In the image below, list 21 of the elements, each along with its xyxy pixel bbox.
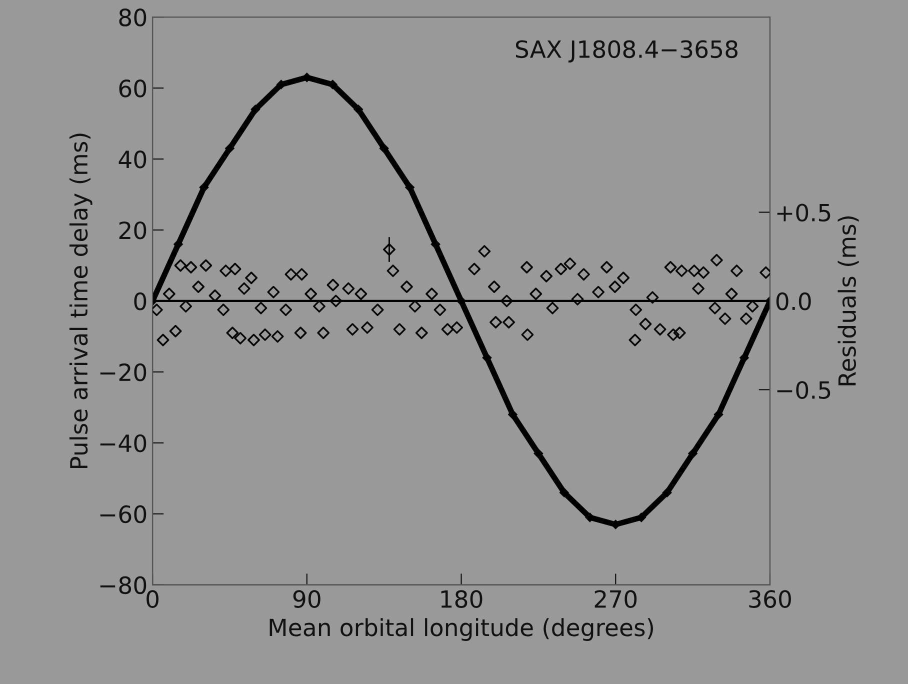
y2-tick-label: +0.5 xyxy=(777,204,830,222)
y2-tick-label: −0.5 xyxy=(777,381,830,399)
x-tick-label: 360 xyxy=(749,590,791,608)
y-tick-label: 20 xyxy=(119,221,146,240)
y-tick-label: 0 xyxy=(134,292,146,310)
y-axis-title: Pulse arrival time delay (ms) xyxy=(69,134,92,468)
y-tick-label: 80 xyxy=(119,8,146,26)
y2-axis-title: Residuals (ms) xyxy=(838,216,859,386)
annotation: SAX J1808.4−3658 xyxy=(516,40,738,62)
x-axis-title: Mean orbital longitude (degrees) xyxy=(270,618,653,641)
y-tick-label: −80 xyxy=(100,576,146,594)
y2-tick-label: 0.0 xyxy=(776,292,811,310)
x-tick-label: 270 xyxy=(594,590,637,608)
x-tick-label: 90 xyxy=(293,590,320,608)
x-tick-label: 0 xyxy=(146,590,158,608)
y-tick-label: −20 xyxy=(100,363,146,382)
y-tick-label: −40 xyxy=(100,434,146,452)
y-tick-label: 60 xyxy=(119,80,146,98)
y-tick-label: −60 xyxy=(100,505,146,524)
x-tick-label: 180 xyxy=(441,590,482,608)
y-tick-label: 40 xyxy=(118,150,146,168)
